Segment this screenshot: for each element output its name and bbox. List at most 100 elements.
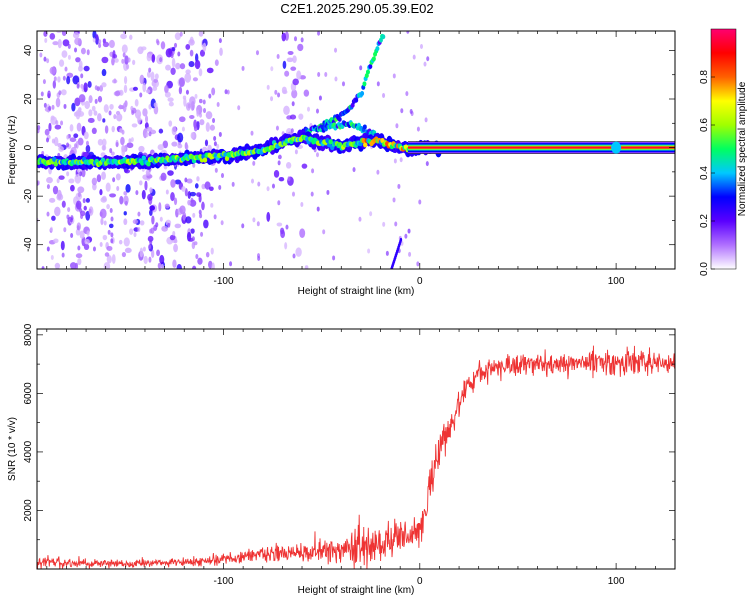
noise-blob xyxy=(49,33,56,40)
noise-blob xyxy=(165,88,169,94)
ridge-core xyxy=(361,137,366,144)
noise-blob xyxy=(101,82,107,88)
noise-blob xyxy=(148,131,152,137)
noise-blob xyxy=(91,127,97,135)
noise-blob xyxy=(151,54,156,63)
noise-blob xyxy=(359,65,363,71)
noise-blob xyxy=(79,171,83,177)
noise-blob xyxy=(54,262,61,269)
noise-blob xyxy=(216,143,220,149)
spectral-branch-blob xyxy=(362,81,367,87)
noise-blob xyxy=(75,109,81,120)
noise-blob xyxy=(181,126,185,132)
noise-blob xyxy=(139,92,143,98)
noise-blob xyxy=(419,44,423,50)
noise-blob xyxy=(70,184,75,192)
x-tick-label: 100 xyxy=(608,276,625,287)
noise-blob xyxy=(189,191,197,197)
spectral-branch-blob xyxy=(365,69,370,75)
noise-blob xyxy=(196,109,200,117)
noise-blob xyxy=(86,49,90,56)
noise-blob xyxy=(382,221,386,227)
noise-blob xyxy=(67,43,71,49)
noise-blob xyxy=(92,183,97,191)
noise-blob xyxy=(132,59,136,66)
noise-blob xyxy=(74,47,78,53)
noise-blob xyxy=(367,248,371,254)
noise-blob xyxy=(326,189,330,195)
noise-blob xyxy=(46,137,50,143)
noise-blob xyxy=(392,197,396,203)
noise-blob xyxy=(181,186,186,192)
noise-blob xyxy=(143,255,148,265)
noise-blob xyxy=(173,238,178,244)
noise-blob xyxy=(64,66,68,72)
noise-blob xyxy=(97,95,103,103)
noise-blob xyxy=(201,201,205,211)
noise-blob xyxy=(164,203,170,209)
noise-blob xyxy=(46,211,50,217)
noise-blob xyxy=(102,118,106,123)
noise-blob xyxy=(149,205,155,211)
ridge-core xyxy=(270,145,275,151)
noise-blob xyxy=(48,122,52,132)
colorbar-label: Normalized spectral amplitude xyxy=(737,81,748,216)
noise-blob xyxy=(317,71,321,77)
noise-blob xyxy=(219,47,223,57)
noise-blob xyxy=(129,34,133,40)
noise-blob xyxy=(60,240,65,251)
noise-blob xyxy=(256,221,260,227)
noise-blob xyxy=(194,59,201,70)
noise-blob xyxy=(100,196,107,203)
noise-blob xyxy=(220,173,224,179)
noise-blob xyxy=(291,191,295,197)
noise-blob xyxy=(46,176,53,184)
noise-blob xyxy=(122,102,127,113)
noise-blob xyxy=(188,39,195,46)
noise-blob xyxy=(139,247,144,258)
noise-blob xyxy=(394,221,398,227)
noise-blob xyxy=(277,160,281,166)
noise-blob xyxy=(416,126,420,132)
noise-blob xyxy=(138,145,145,153)
noise-blob xyxy=(198,98,203,104)
noise-blob xyxy=(179,205,186,215)
noise-blob xyxy=(108,110,112,116)
noise-blob xyxy=(276,53,280,59)
noise-blob xyxy=(70,262,77,269)
noise-blob xyxy=(177,51,181,57)
noise-blob xyxy=(193,125,198,132)
noise-blob xyxy=(105,182,111,192)
noise-blob xyxy=(124,169,131,174)
noise-blob xyxy=(297,43,304,52)
noise-blob xyxy=(118,239,123,245)
noise-blob xyxy=(61,252,65,258)
noise-blob xyxy=(393,158,397,164)
noise-blob xyxy=(186,178,193,184)
noise-blob xyxy=(358,216,362,222)
noise-blob xyxy=(84,238,90,245)
noise-blob xyxy=(120,136,125,146)
noise-blob xyxy=(123,211,127,216)
noise-blob xyxy=(99,242,103,248)
noise-blob xyxy=(44,128,50,136)
noise-blob xyxy=(252,160,256,166)
noise-blob xyxy=(88,208,92,214)
noise-blob xyxy=(220,220,224,226)
noise-blob xyxy=(187,103,191,109)
y-tick-label: -20 xyxy=(23,188,34,203)
x-tick-label: 0 xyxy=(417,576,423,587)
colorbar-ticks: 0.0 0.2 0.4 0.6 0.8 xyxy=(699,70,715,276)
noise-blob xyxy=(400,108,404,114)
noise-blob xyxy=(122,52,126,58)
noise-blob xyxy=(124,200,128,206)
noise-blob xyxy=(185,43,191,50)
noise-blob xyxy=(172,230,176,236)
noise-blob xyxy=(209,124,215,131)
noise-blob xyxy=(178,77,186,88)
noise-blob xyxy=(204,139,209,147)
noise-blob xyxy=(130,105,134,111)
noise-blob xyxy=(165,64,171,71)
noise-blob xyxy=(187,199,192,206)
noise-blob xyxy=(208,93,212,99)
